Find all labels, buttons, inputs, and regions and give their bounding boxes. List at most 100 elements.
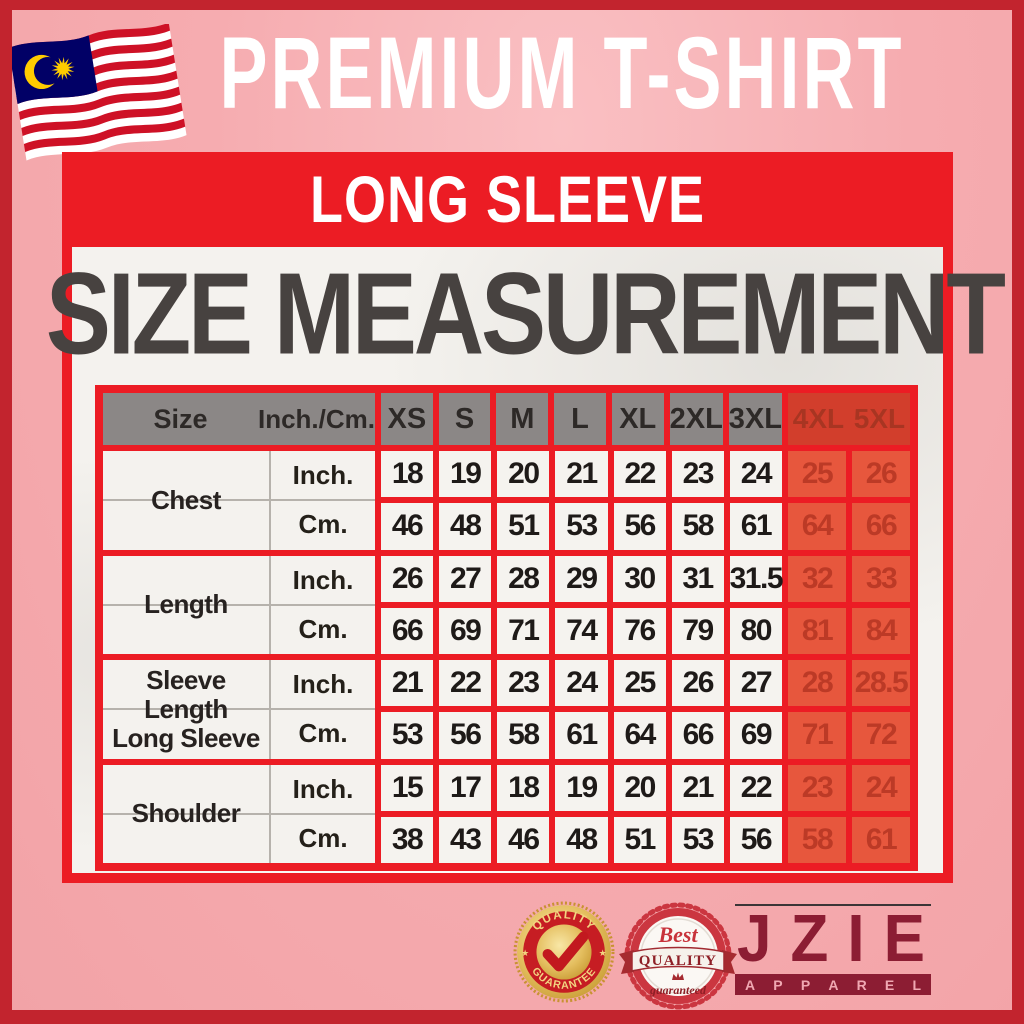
unit-cm: Cm. <box>298 613 348 644</box>
table-cell: 76 <box>613 607 666 654</box>
table-cell: 43 <box>439 816 492 863</box>
table-row-sleeve-length: Sleeve Length Long Sleeve Inch. Cm. 21 2… <box>103 660 910 759</box>
table-cell: 26 <box>381 555 434 602</box>
table-cell: 56 <box>613 503 666 550</box>
unit-inch: Inch. <box>292 460 354 491</box>
size-col-5xl: 5XL <box>853 403 906 434</box>
table-cell: 38 <box>381 816 434 863</box>
table-cell: 71 <box>497 607 550 654</box>
table-cell-highlight: 24 <box>851 764 910 811</box>
table-cell-highlight: 33 <box>852 555 910 602</box>
unit-header-label: Inch./Cm. <box>257 403 375 434</box>
table-cell: 61 <box>555 712 608 759</box>
unit-cm: Cm. <box>298 822 348 853</box>
table-cell: 53 <box>555 503 608 550</box>
table-cell: 80 <box>729 607 782 654</box>
table-cell: 29 <box>555 555 608 602</box>
brand-name: J Z I E <box>737 901 925 977</box>
table-cell: 28 <box>497 555 550 602</box>
table-cell: 22 <box>729 764 782 811</box>
table-cell: 19 <box>439 451 492 498</box>
star-icon: ★ <box>521 948 529 958</box>
table-cell: 53 <box>671 816 724 863</box>
table-cell: 69 <box>729 712 782 759</box>
crown-icon <box>672 972 684 980</box>
table-cell: 58 <box>497 712 550 759</box>
table-cell: 24 <box>555 660 608 707</box>
table-cell: 30 <box>613 555 666 602</box>
brand-logo: J Z I E A P P A R E L <box>735 904 931 995</box>
checkmark-icon <box>542 931 589 972</box>
best-badge-center-text: QUALITY <box>639 953 717 969</box>
table-cell: 27 <box>439 555 492 602</box>
table-cell: 66 <box>671 712 724 759</box>
table-cell: 79 <box>671 607 724 654</box>
row-label-shoulder: Shoulder <box>131 798 241 829</box>
table-cell-highlight: 23 <box>787 764 846 811</box>
table-cell-highlight: 66 <box>851 503 910 550</box>
logo-rule <box>735 904 931 906</box>
section-title: SIZE MEASUREMENT <box>45 250 1006 379</box>
best-badge-top-text: Best <box>657 922 698 947</box>
size-col-3xl: 3XL <box>728 393 782 445</box>
table-cell: 53 <box>381 712 434 759</box>
best-quality-badge: Best QUALITY guaranteed <box>619 902 737 1010</box>
table-cell: 56 <box>439 712 492 759</box>
row-label-chest: Chest <box>151 484 221 515</box>
table-cell: 31.5 <box>729 555 784 602</box>
table-cell: 26 <box>671 660 724 707</box>
unit-cm: Cm. <box>298 718 348 749</box>
table-cell-highlight: 61 <box>851 816 910 863</box>
table-corner-cell: Size Inch./Cm. <box>103 393 375 445</box>
size-col-m: M <box>496 393 549 445</box>
table-cell-highlight: 58 <box>787 816 846 863</box>
table-cell: 48 <box>439 503 492 550</box>
table-cell: 24 <box>729 451 782 498</box>
table-cell: 23 <box>671 451 724 498</box>
quality-guarantee-badge: QUALITY GUARANTEE ★ ★ <box>513 901 615 1003</box>
table-cell: 58 <box>671 503 724 550</box>
best-badge-bottom-text: guaranteed <box>649 983 707 997</box>
table-cell-highlight: 72 <box>851 712 910 759</box>
table-cell: 21 <box>671 764 724 811</box>
table-cell: 66 <box>381 607 434 654</box>
table-cell-highlight: 26 <box>851 451 910 498</box>
size-cols-4xl-5xl: 4XL 5XL <box>787 393 910 445</box>
unit-cm: Cm. <box>298 509 348 540</box>
table-cell: 18 <box>497 764 550 811</box>
table-row-chest: Chest Inch. Cm. 18 19 20 21 22 23 <box>103 451 910 550</box>
table-cell-highlight: 64 <box>787 503 846 550</box>
table-cell: 56 <box>729 816 782 863</box>
table-cell: 61 <box>729 503 782 550</box>
table-cell-highlight: 28.5 <box>851 660 910 707</box>
table-cell: 74 <box>555 607 608 654</box>
table-cell-highlight: 81 <box>788 607 846 654</box>
table-row-shoulder: Shoulder Inch. Cm. 15 17 18 19 20 21 <box>103 764 910 863</box>
table-cell: 22 <box>439 660 492 707</box>
table-header-row: Size Inch./Cm. XS S M L XL 2XL 3XL 4XL 5… <box>103 393 910 445</box>
brand-subtitle: A P P A R E L <box>735 974 931 995</box>
size-col-l: L <box>554 393 606 445</box>
table-cell: 69 <box>439 607 492 654</box>
table-cell: 46 <box>381 503 434 550</box>
unit-inch: Inch. <box>292 564 354 595</box>
table-cell: 22 <box>613 451 666 498</box>
size-col-xl: XL <box>611 393 664 445</box>
star-icon: ★ <box>599 948 607 958</box>
size-col-s: S <box>438 393 491 445</box>
size-col-2xl: 2XL <box>669 393 723 445</box>
table-cell: 46 <box>497 816 550 863</box>
row-label-length: Length <box>144 589 228 620</box>
size-col-4xl: 4XL <box>792 403 845 434</box>
table-cell-highlight: 32 <box>788 555 846 602</box>
table-cell: 51 <box>497 503 550 550</box>
table-cell: 19 <box>555 764 608 811</box>
table-cell-highlight: 28 <box>787 660 846 707</box>
table-cell: 31 <box>671 555 724 602</box>
table-cell: 21 <box>381 660 434 707</box>
measurement-panel: SIZE MEASUREMENT Size Inch./Cm. XS S M L… <box>46 247 1006 873</box>
table-cell: 21 <box>555 451 608 498</box>
red-panel: LONG SLEEVE SIZE MEASUREMENT Size Inch./… <box>46 152 1006 883</box>
table-cell: 20 <box>613 764 666 811</box>
